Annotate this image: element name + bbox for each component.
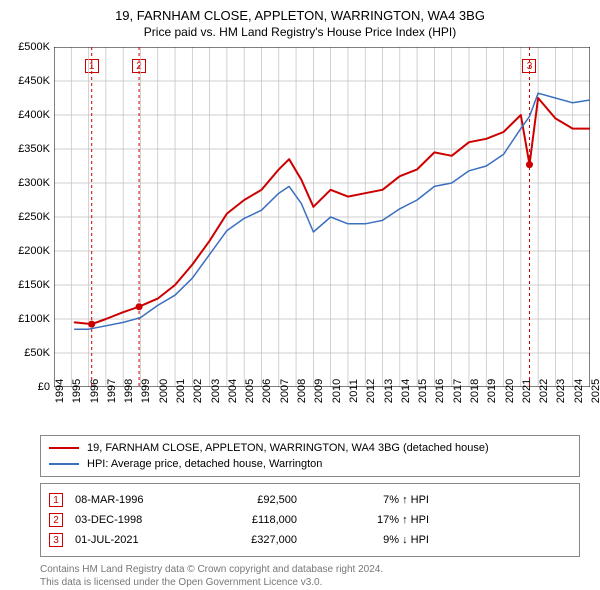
sale-date: 01-JUL-2021 bbox=[75, 534, 195, 546]
chart-title: 19, FARNHAM CLOSE, APPLETON, WARRINGTON,… bbox=[10, 8, 590, 23]
x-tick-label: 2025 bbox=[590, 379, 600, 403]
sale-price: £118,000 bbox=[207, 514, 297, 526]
y-tick-label: £450K bbox=[18, 75, 50, 87]
sale-row: 2 03-DEC-1998 £118,000 17% ↑ HPI bbox=[49, 510, 571, 530]
y-tick-label: £250K bbox=[18, 211, 50, 223]
sale-marker-icon: 1 bbox=[49, 493, 63, 507]
y-tick-label: £100K bbox=[18, 313, 50, 325]
sale-row: 3 01-JUL-2021 £327,000 9% ↓ HPI bbox=[49, 530, 571, 550]
y-tick-label: £0 bbox=[38, 381, 50, 393]
y-tick-label: £350K bbox=[18, 143, 50, 155]
sale-row: 1 08-MAR-1996 £92,500 7% ↑ HPI bbox=[49, 490, 571, 510]
chart-svg bbox=[54, 47, 590, 387]
sale-marker-icon: 3 bbox=[49, 533, 63, 547]
chart-container: 19, FARNHAM CLOSE, APPLETON, WARRINGTON,… bbox=[0, 0, 600, 590]
title-block: 19, FARNHAM CLOSE, APPLETON, WARRINGTON,… bbox=[10, 8, 590, 39]
attribution: Contains HM Land Registry data © Crown c… bbox=[40, 563, 590, 589]
legend-item: HPI: Average price, detached house, Warr… bbox=[49, 456, 571, 472]
legend-label: 19, FARNHAM CLOSE, APPLETON, WARRINGTON,… bbox=[87, 442, 489, 454]
sale-price: £92,500 bbox=[207, 494, 297, 506]
sale-diff: 17% ↑ HPI bbox=[309, 514, 429, 526]
y-tick-label: £50K bbox=[24, 347, 50, 359]
sale-date: 03-DEC-1998 bbox=[75, 514, 195, 526]
sales-table: 1 08-MAR-1996 £92,500 7% ↑ HPI 2 03-DEC-… bbox=[40, 483, 580, 557]
legend-item: 19, FARNHAM CLOSE, APPLETON, WARRINGTON,… bbox=[49, 440, 571, 456]
y-tick-label: £500K bbox=[18, 41, 50, 53]
attribution-line: This data is licensed under the Open Gov… bbox=[40, 576, 590, 589]
legend-swatch bbox=[49, 463, 79, 465]
legend-label: HPI: Average price, detached house, Warr… bbox=[87, 458, 322, 470]
sale-diff: 7% ↑ HPI bbox=[309, 494, 429, 506]
sale-date: 08-MAR-1996 bbox=[75, 494, 195, 506]
sale-marker-icon: 2 bbox=[49, 513, 63, 527]
legend: 19, FARNHAM CLOSE, APPLETON, WARRINGTON,… bbox=[40, 435, 580, 477]
attribution-line: Contains HM Land Registry data © Crown c… bbox=[40, 563, 590, 576]
y-tick-label: £300K bbox=[18, 177, 50, 189]
sale-diff: 9% ↓ HPI bbox=[309, 534, 429, 546]
y-tick-label: £400K bbox=[18, 109, 50, 121]
y-tick-label: £150K bbox=[18, 279, 50, 291]
sale-price: £327,000 bbox=[207, 534, 297, 546]
chart-subtitle: Price paid vs. HM Land Registry's House … bbox=[10, 25, 590, 39]
y-tick-label: £200K bbox=[18, 245, 50, 257]
legend-swatch bbox=[49, 447, 79, 449]
chart-plot: £0£50K£100K£150K£200K£250K£300K£350K£400… bbox=[54, 47, 590, 387]
